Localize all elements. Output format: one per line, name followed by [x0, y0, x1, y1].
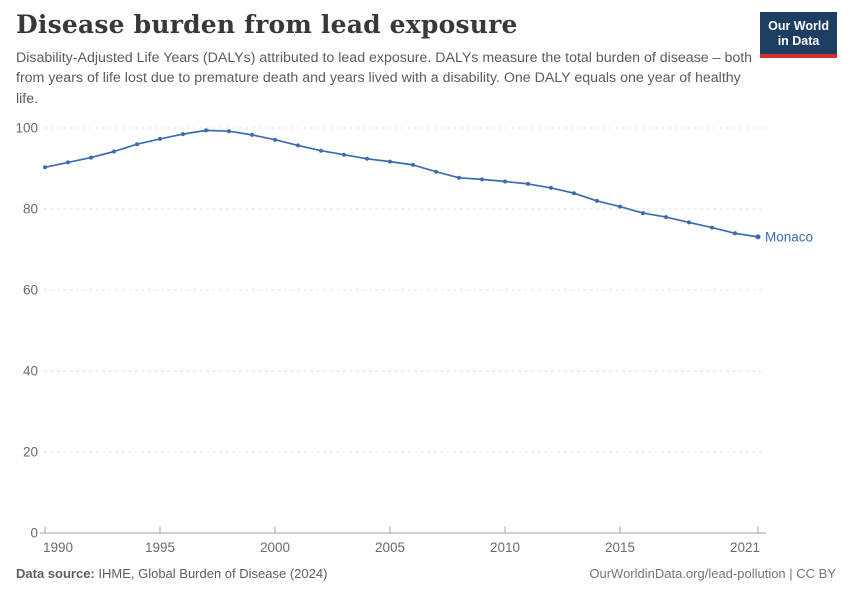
data-point[interactable]	[710, 225, 714, 230]
chart-header: Disease burden from lead exposure Disabi…	[16, 10, 761, 109]
data-point[interactable]	[687, 220, 691, 225]
data-point[interactable]	[296, 143, 300, 148]
data-point[interactable]	[641, 211, 645, 216]
x-axis-label: 1990	[43, 540, 73, 555]
data-point[interactable]	[43, 165, 47, 170]
data-point[interactable]	[319, 148, 323, 153]
data-line[interactable]	[44, 129, 759, 238]
data-point[interactable]	[595, 198, 599, 203]
x-axis-label: 2005	[375, 540, 405, 555]
y-axis-label: 100	[15, 121, 38, 136]
data-point[interactable]	[342, 152, 346, 157]
x-axis-label: 2021	[730, 540, 760, 555]
chart-subtitle: Disability-Adjusted Life Years (DALYs) a…	[16, 50, 753, 107]
data-source-label: Data source:	[16, 566, 95, 581]
entity-label[interactable]: Monaco	[765, 229, 813, 244]
data-point[interactable]	[733, 231, 737, 236]
data-point[interactable]	[664, 215, 668, 220]
data-point[interactable]	[135, 142, 139, 147]
data-point[interactable]	[204, 128, 208, 133]
data-point[interactable]	[365, 156, 369, 161]
data-point[interactable]	[273, 137, 277, 142]
x-axis-label: 2010	[490, 540, 520, 555]
data-point[interactable]	[549, 185, 553, 190]
data-point[interactable]	[480, 177, 484, 182]
credit-link[interactable]: OurWorldinData.org/lead-pollution | CC B…	[589, 566, 836, 581]
owid-logo[interactable]: Our World in Data	[760, 12, 837, 58]
data-point[interactable]	[526, 181, 530, 186]
data-point[interactable]	[181, 132, 185, 137]
y-axis-label: 60	[23, 283, 38, 298]
data-point[interactable]	[411, 162, 415, 167]
owid-logo-line2: in Data	[777, 33, 820, 48]
y-axis-label: 0	[30, 526, 38, 541]
y-axis-label: 80	[23, 202, 38, 217]
x-axis-label: 1995	[145, 540, 175, 555]
data-point[interactable]	[457, 175, 461, 180]
data-point[interactable]	[388, 159, 392, 164]
data-point[interactable]	[755, 234, 761, 240]
data-point[interactable]	[503, 179, 507, 184]
data-source: Data source: IHME, Global Burden of Dise…	[16, 566, 327, 581]
data-point[interactable]	[250, 132, 254, 137]
x-axis-label: 2000	[260, 540, 290, 555]
y-axis-label: 40	[23, 364, 38, 379]
data-point[interactable]	[572, 191, 576, 196]
data-point[interactable]	[89, 155, 93, 160]
chart-footer: Data source: IHME, Global Burden of Dise…	[16, 566, 836, 581]
data-source-text: IHME, Global Burden of Disease (2024)	[94, 566, 328, 581]
data-point[interactable]	[158, 136, 162, 141]
y-axis-label: 20	[23, 445, 38, 460]
data-point[interactable]	[618, 204, 622, 209]
data-point[interactable]	[66, 160, 70, 165]
data-point[interactable]	[434, 169, 438, 174]
x-axis-label: 2015	[605, 540, 635, 555]
owid-logo-line1: Our World	[768, 19, 829, 33]
page-title: Disease burden from lead exposure	[16, 10, 518, 39]
data-point[interactable]	[227, 129, 231, 134]
line-chart[interactable]: 0 20 40 60 80 100 1990 1995 2000 2005 2010 2015 2021…	[0, 108, 850, 566]
data-point[interactable]	[112, 149, 116, 154]
